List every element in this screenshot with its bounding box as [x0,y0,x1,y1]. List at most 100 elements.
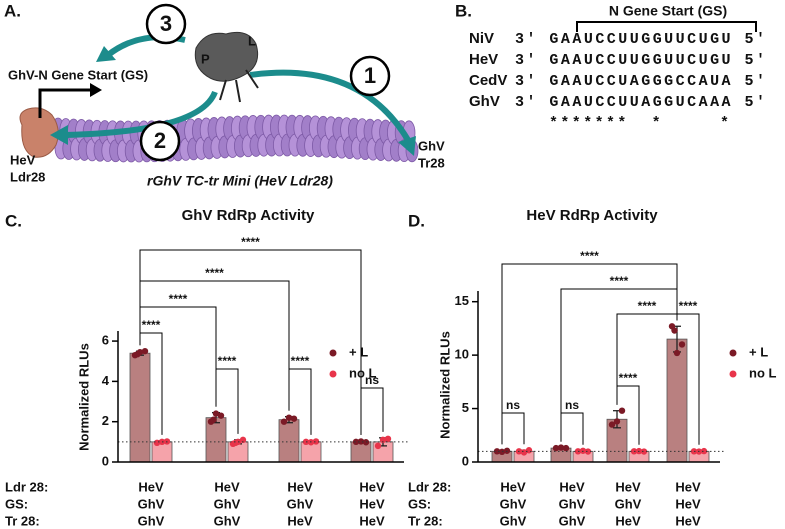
data-point [552,444,560,452]
y-tick-label: 5 [462,400,469,415]
data-point [212,410,220,417]
sequence: 3′ GAAUCCUUAGGUCAAA 5′ [515,94,765,111]
bar [278,419,300,463]
data-point [232,439,239,447]
condition-value: HeV [138,479,164,494]
significance-label: **** [205,266,224,280]
legend-label: + L [349,344,368,359]
data-point [312,438,320,445]
legend-marker [329,349,337,357]
condition-value: HeV [359,513,385,528]
significance-bracket [360,387,384,435]
gs-arrow-head [90,83,102,97]
significance-bracket [215,368,239,434]
condition-label: GS: [408,496,431,511]
sequence: 3′ GAAUCCUUGGUUCUGU 5′ [515,52,765,69]
data-point [608,421,616,428]
species: GhV [469,93,500,110]
data-point [379,436,387,444]
condition-value: HeV [287,479,313,494]
legend-marker [729,370,737,378]
condition-value: HeV [615,479,641,494]
data-point [557,444,565,451]
gs-arrow [38,88,92,118]
left-end: HeV [10,152,36,167]
condition-value: HeV [559,479,585,494]
data-point [584,448,592,455]
significance-label: **** [241,235,260,249]
chart-title: HeV RdRp Activity [526,207,658,224]
condition-value: HeV [287,513,313,528]
gs-label: GhV-N Gene Start (GS) [8,67,148,82]
data-point [384,435,392,443]
condition-label: GS: [5,496,28,511]
significance-label: ns [565,398,579,412]
significance-label: **** [142,318,161,332]
right-end: GhV [418,138,445,153]
data-point [562,444,570,452]
arrow-1 [249,69,411,142]
data-point [613,418,621,425]
data-point [618,407,626,414]
y-tick-label: 0 [462,453,469,468]
bar [129,352,151,463]
data-point [374,442,382,450]
arrow-2-head [50,125,68,145]
significance-label: **** [679,299,698,313]
data-point [352,438,360,446]
significance-bracket [501,412,525,445]
species: HeV [469,51,498,68]
bar [666,338,688,463]
step-circle [349,55,391,97]
l-label: L [248,33,256,48]
polymerase [194,31,259,82]
condition-value: HeV [615,513,641,528]
data-point [153,439,161,447]
step-number: 2 [154,128,166,153]
significance-bracket [560,412,584,445]
condition-value: GhV [138,496,165,511]
bar [205,417,227,463]
condition-value: GhV [138,513,165,528]
sequence: 3′ GAAUCCUAGGGCCAUA 5′ [515,73,765,90]
panel-label: C. [5,211,22,230]
condition-value: GhV [559,513,586,528]
condition-value: HeV [359,496,385,511]
conservation: ******* * * [549,115,729,132]
significance-label: **** [169,292,188,306]
data-point [141,347,149,355]
data-point [134,350,141,358]
legend-label: + L [749,344,768,359]
y-tick-label: 10 [455,347,469,362]
significance-bracket [501,263,678,445]
data-point [520,449,528,456]
significance-label: **** [638,299,657,313]
condition-value: GhV [500,513,527,528]
leader-blob [19,107,59,158]
significance-bracket [139,249,362,435]
data-point [239,436,247,444]
bar [350,441,372,463]
condition-label: Ldr 28: [408,479,451,494]
data-point [503,447,511,454]
species: CedV [469,72,507,89]
right-end: Tr28 [418,155,445,170]
y-tick-label: 6 [102,333,109,348]
y-tick-label: 4 [102,373,110,388]
data-point [290,415,298,422]
chart-title: GhV RdRp Activity [182,207,315,224]
y-axis-label: Normalized RLUs [76,343,91,451]
data-point [357,438,365,445]
condition-label: Ldr 28: [5,479,48,494]
data-point [525,447,533,454]
condition-value: HeV [500,479,526,494]
data-point [217,412,225,419]
left-end: Ldr28 [10,169,45,184]
condition-value: GhV [500,496,527,511]
significance-bracket [288,368,312,435]
nucleocapsid [51,114,419,163]
legend-marker [329,370,337,378]
legend-marker [729,349,737,357]
significance-label: **** [610,274,629,288]
